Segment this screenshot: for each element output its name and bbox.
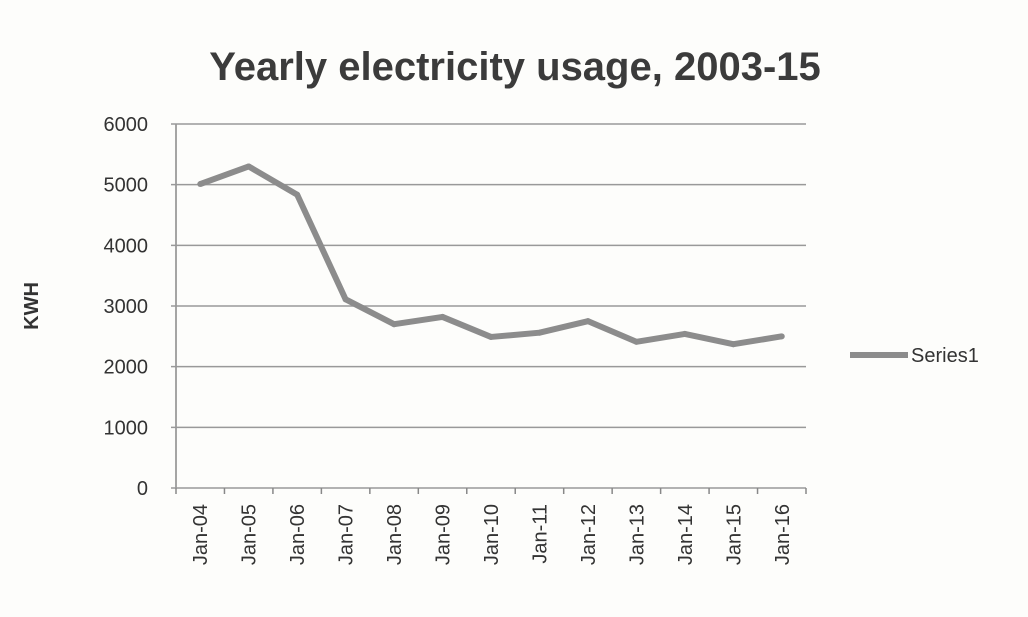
data-point: [681, 330, 688, 337]
data-point: [730, 341, 737, 348]
y-tick-label: 0: [137, 478, 148, 500]
legend: Series1: [850, 345, 979, 367]
y-axis-ticks: 0 1000 2000 3000 4000 5000 6000: [104, 114, 149, 500]
x-axis-ticks: Jan-04 Jan-05 Jan-06 Jan-07 Jan-08 Jan-09 Jan-…: [190, 504, 794, 565]
data-point: [778, 333, 785, 340]
x-tick-label: Jan-10: [481, 504, 503, 565]
chart-title: Yearly electricity usage, 2003-15: [209, 45, 821, 89]
y-tick-label: 3000: [104, 296, 149, 318]
x-tick-label: Jan-13: [626, 504, 648, 565]
data-point: [294, 191, 301, 198]
data-point: [536, 329, 543, 336]
y-tick-label: 1000: [104, 417, 149, 439]
data-point: [197, 181, 204, 188]
x-tick-label: Jan-08: [384, 504, 406, 565]
x-tick-label: Jan-09: [433, 504, 455, 565]
legend-label: Series1: [911, 345, 979, 367]
y-axis-label: KWH: [21, 282, 43, 330]
x-tick-label: Jan-06: [287, 504, 309, 565]
data-point: [584, 318, 591, 325]
data-point: [633, 338, 640, 345]
data-point: [439, 313, 446, 320]
series-lines: [197, 163, 785, 348]
y-tick-label: 6000: [104, 114, 149, 136]
x-tick-label: Jan-11: [529, 504, 551, 564]
data-point: [391, 321, 398, 328]
y-tick-label: 4000: [104, 235, 149, 257]
x-tick-label: Jan-12: [578, 504, 600, 565]
x-tick-label: Jan-16: [772, 504, 794, 565]
data-point: [245, 163, 252, 170]
x-tick-label: Jan-07: [336, 504, 358, 565]
data-point: [342, 296, 349, 303]
x-tick-label: Jan-15: [723, 504, 745, 565]
y-tick-label: 2000: [104, 357, 149, 379]
data-point: [488, 333, 494, 340]
y-tick-label: 5000: [104, 175, 149, 197]
series-line: [199, 163, 783, 348]
x-tick-label: Jan-14: [675, 504, 697, 565]
x-tick-label: Jan-05: [239, 504, 261, 565]
x-tick-label: Jan-04: [190, 504, 212, 565]
